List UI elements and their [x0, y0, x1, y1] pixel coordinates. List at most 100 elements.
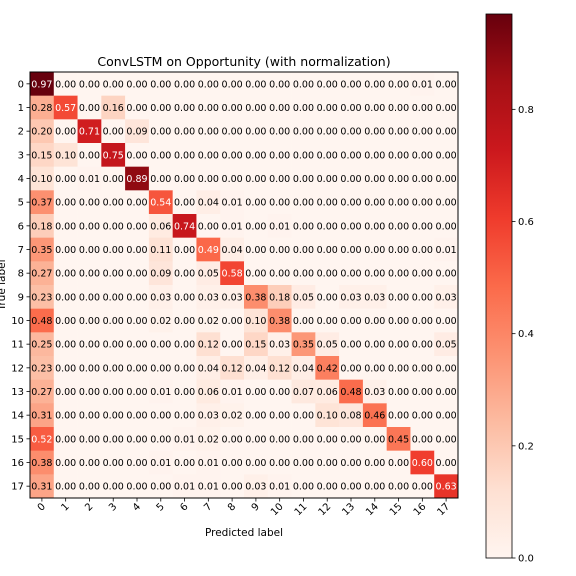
cell-value-label: 0.00 [150, 411, 171, 422]
heatmap-cell [172, 119, 197, 144]
cell-value-label: 0.00 [198, 221, 219, 232]
heatmap-cell [53, 143, 78, 167]
heatmap-cell [386, 119, 411, 144]
heatmap-cell [267, 143, 292, 167]
cell-value-label: 0.00 [174, 79, 195, 90]
heatmap-cell [291, 214, 316, 238]
heatmap-cell [148, 379, 173, 404]
heatmap-cell [267, 285, 292, 309]
heatmap-cell [101, 119, 126, 144]
y-tick-label: 15 [11, 434, 24, 445]
cell-value-label: 0.00 [293, 434, 314, 445]
cell-value-label: 0.00 [436, 434, 457, 445]
cell-value-label: 0.03 [245, 482, 266, 493]
cell-value-label: 0.00 [126, 79, 147, 90]
colorbar [485, 13, 513, 559]
cell-value-label: 0.00 [317, 292, 338, 303]
x-tick-label: 6 [178, 501, 190, 513]
heatmap-cell [386, 166, 411, 191]
heatmap-cell [291, 190, 316, 215]
cell-value-label: 0.00 [103, 434, 124, 445]
y-tick-label: 5 [18, 198, 24, 209]
cell-value-label: 0.00 [364, 174, 385, 185]
cell-value-label: 0.00 [222, 150, 243, 161]
cell-value-label: 0.03 [269, 340, 290, 351]
heatmap-cell [362, 332, 387, 357]
x-tick-label: 9 [250, 501, 262, 513]
cell-value-label: 0.00 [222, 434, 243, 445]
heatmap-cell [77, 190, 102, 215]
heatmap-cell [148, 214, 173, 238]
heatmap-cell [125, 427, 150, 451]
cell-value-label: 0.00 [55, 221, 76, 232]
heatmap-cell [244, 403, 269, 428]
heatmap-cell [434, 332, 459, 357]
cell-value-label: 0.00 [79, 150, 100, 161]
heatmap-cell [125, 72, 150, 96]
cell-value-label: 0.10 [55, 150, 76, 161]
cell-value-label: 0.31 [31, 482, 52, 493]
heatmap-cell [315, 143, 340, 167]
heatmap-cell [125, 190, 150, 215]
heatmap-cell [434, 72, 459, 96]
cell-value-label: 0.00 [293, 221, 314, 232]
heatmap-cell [315, 119, 340, 144]
heatmap-cell [125, 308, 150, 333]
cell-value-label: 0.00 [174, 387, 195, 398]
heatmap-cell [125, 285, 150, 309]
cell-value-label: 0.03 [198, 292, 219, 303]
cell-value-label: 0.00 [364, 269, 385, 280]
cell-value-label: 0.00 [436, 269, 457, 280]
heatmap-cell [434, 261, 459, 286]
cell-value-label: 0.00 [79, 387, 100, 398]
heatmap-cell [101, 308, 126, 333]
cell-value-label: 0.00 [293, 150, 314, 161]
cell-value-label: 0.23 [31, 292, 52, 303]
heatmap-cell [410, 403, 435, 428]
heatmap-cell [77, 427, 102, 451]
heatmap-cell [339, 285, 364, 309]
cell-value-label: 0.00 [412, 150, 433, 161]
cell-value-label: 0.00 [150, 174, 171, 185]
heatmap-cell [220, 72, 245, 96]
heatmap-cell [244, 332, 269, 357]
heatmap-cell [101, 261, 126, 286]
cell-value-label: 0.03 [340, 292, 361, 303]
cell-value-label: 0.00 [55, 79, 76, 90]
heatmap-cell [362, 214, 387, 238]
x-tick-label: 5 [155, 501, 167, 513]
x-axis-ticks: 0 1 2 3 4 5 6 7 8 9 10 11 12 13 14 15 16 17 [36, 498, 452, 518]
cell-value-label: 0.00 [412, 221, 433, 232]
heatmap-cell [410, 332, 435, 357]
cell-value-label: 0.01 [150, 458, 171, 469]
heatmap-cell [220, 356, 245, 380]
cell-value-label: 0.12 [222, 363, 243, 374]
cell-value-label: 0.38 [269, 316, 290, 327]
heatmap-cell [148, 427, 173, 451]
heatmap-cell [101, 237, 126, 262]
heatmap-cell [77, 308, 102, 333]
cell-value-label: 0.00 [436, 458, 457, 469]
cell-value-label: 0.00 [222, 79, 243, 90]
heatmap-cell [315, 403, 340, 428]
colorbar-tick-label: 0.6 [518, 217, 534, 228]
heatmap-cell [434, 379, 459, 404]
cell-value-label: 0.00 [388, 316, 409, 327]
y-tick-label: 4 [18, 174, 24, 185]
cell-value-label: 0.00 [340, 245, 361, 256]
cell-value-label: 0.00 [79, 221, 100, 232]
cell-value-label: 0.52 [31, 434, 52, 445]
cell-value-label: 0.00 [436, 198, 457, 209]
cell-value-label: 0.00 [388, 103, 409, 114]
x-tick-label: 15 [388, 501, 405, 518]
y-tick-label: 3 [18, 150, 24, 161]
heatmap-cell [77, 403, 102, 428]
heatmap-cell [267, 332, 292, 357]
heatmap-cell [339, 214, 364, 238]
cell-value-label: 0.00 [174, 340, 195, 351]
cell-value-label: 0.25 [31, 340, 52, 351]
cell-value-label: 0.00 [364, 103, 385, 114]
heatmap-cell [125, 332, 150, 357]
cell-value-label: 0.00 [79, 458, 100, 469]
cell-value-label: 0.00 [174, 269, 195, 280]
